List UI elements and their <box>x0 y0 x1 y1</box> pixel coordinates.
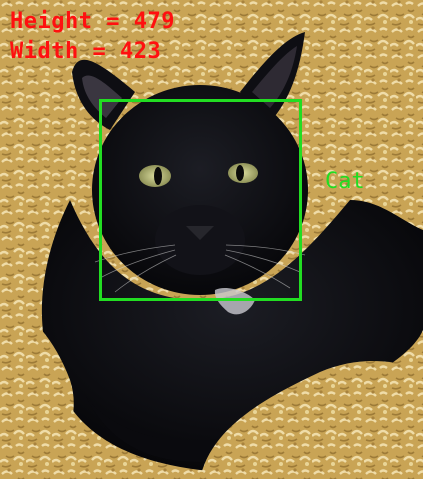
cat-chest-patch <box>214 288 255 315</box>
cat-whiskers <box>94 244 306 293</box>
cat-head <box>92 85 308 295</box>
width-annotation: Width = 423 <box>10 39 162 64</box>
height-annotation: Height = 479 <box>10 9 175 34</box>
blanket-fold-foreground <box>200 361 423 479</box>
cat-right-pupil <box>236 165 244 181</box>
cat-nose <box>186 226 214 240</box>
cat-left-pupil <box>154 167 162 185</box>
face-detection-box <box>99 99 302 301</box>
detection-label: Cat <box>325 169 365 194</box>
cat-left-ear-inner <box>82 75 122 118</box>
blanket-fold-left <box>0 300 74 479</box>
cat-right-ear-inner <box>252 46 297 108</box>
